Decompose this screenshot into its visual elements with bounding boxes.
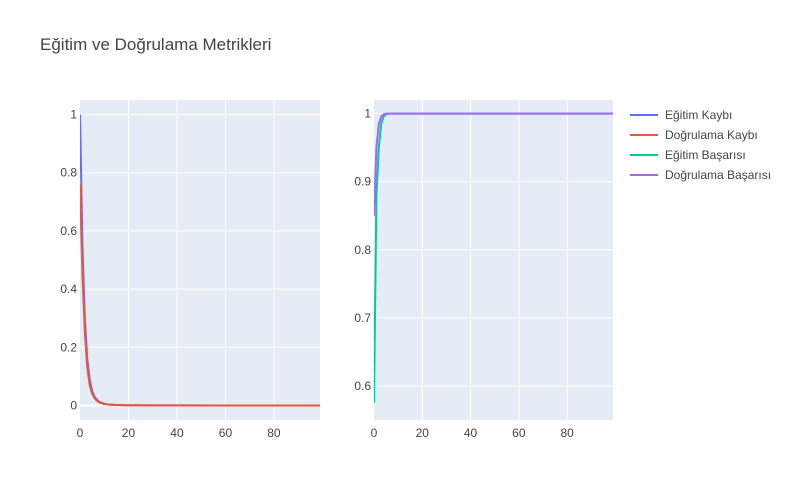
- legend-item[interactable]: Eğitim Başarısı: [630, 148, 746, 162]
- y-tick-label-accuracy: 0.7: [354, 311, 371, 325]
- subplot-loss: 0 20 40 60 80 0 0.2 0.4 0.6 0.8 1: [60, 100, 320, 440]
- y-tick-label-accuracy: 0.6: [354, 379, 371, 393]
- series-line-doğrulama-kaybı: [80, 184, 320, 407]
- y-tick-label-loss: 0.8: [60, 166, 77, 180]
- x-tick-label-accuracy: 0: [371, 426, 378, 440]
- legend-item[interactable]: Doğrulama Kaybı: [630, 128, 758, 142]
- y-tick-label-loss: 0: [70, 398, 77, 412]
- chart-title: Eğitim ve Doğrulama Metrikleri: [40, 35, 271, 54]
- legend-label: Eğitim Başarısı: [665, 148, 746, 162]
- legend: Eğitim Kaybı Doğrulama Kaybı Eğitim Başarı…: [630, 108, 771, 182]
- y-tick-label-loss: 0.2: [60, 340, 77, 354]
- x-tick-label-loss: 20: [122, 426, 136, 440]
- x-tick-label-accuracy: 60: [512, 426, 526, 440]
- legend-label: Doğrulama Başarısı: [665, 168, 771, 182]
- x-tick-label-loss: 60: [219, 426, 233, 440]
- x-tick-label-accuracy: 40: [464, 426, 478, 440]
- x-tick-label-accuracy: 20: [416, 426, 430, 440]
- x-tick-label-loss: 0: [77, 426, 84, 440]
- series-line-doğrulama-başarısı: [374, 112, 613, 216]
- subplot-accuracy: 0 20 40 60 80 0.6 0.7 0.8 0.9 1: [354, 100, 613, 440]
- plots-layer: 0 20 40 60 80 0 0.2 0.4 0.6 0.8 1 0 20 40 60 80 0.6 0.7 0.…: [60, 100, 613, 440]
- x-tick-label-loss: 40: [170, 426, 184, 440]
- x-tick-label-accuracy: 80: [560, 426, 574, 440]
- y-tick-label-accuracy: 0.8: [354, 243, 371, 257]
- y-tick-label-loss: 0.6: [60, 224, 77, 238]
- plot-area-loss: [80, 100, 320, 420]
- y-tick-label-accuracy: 1: [364, 107, 371, 121]
- plot-area-accuracy: [374, 100, 613, 420]
- y-tick-label-accuracy: 0.9: [354, 175, 371, 189]
- y-tick-label-loss: 1: [70, 108, 77, 122]
- legend-item[interactable]: Doğrulama Başarısı: [630, 168, 771, 182]
- y-tick-label-loss: 0.4: [60, 282, 77, 296]
- x-tick-label-loss: 80: [267, 426, 281, 440]
- legend-label: Eğitim Kaybı: [665, 108, 732, 122]
- legend-label: Doğrulama Kaybı: [665, 128, 758, 142]
- legend-item[interactable]: Eğitim Kaybı: [630, 108, 732, 122]
